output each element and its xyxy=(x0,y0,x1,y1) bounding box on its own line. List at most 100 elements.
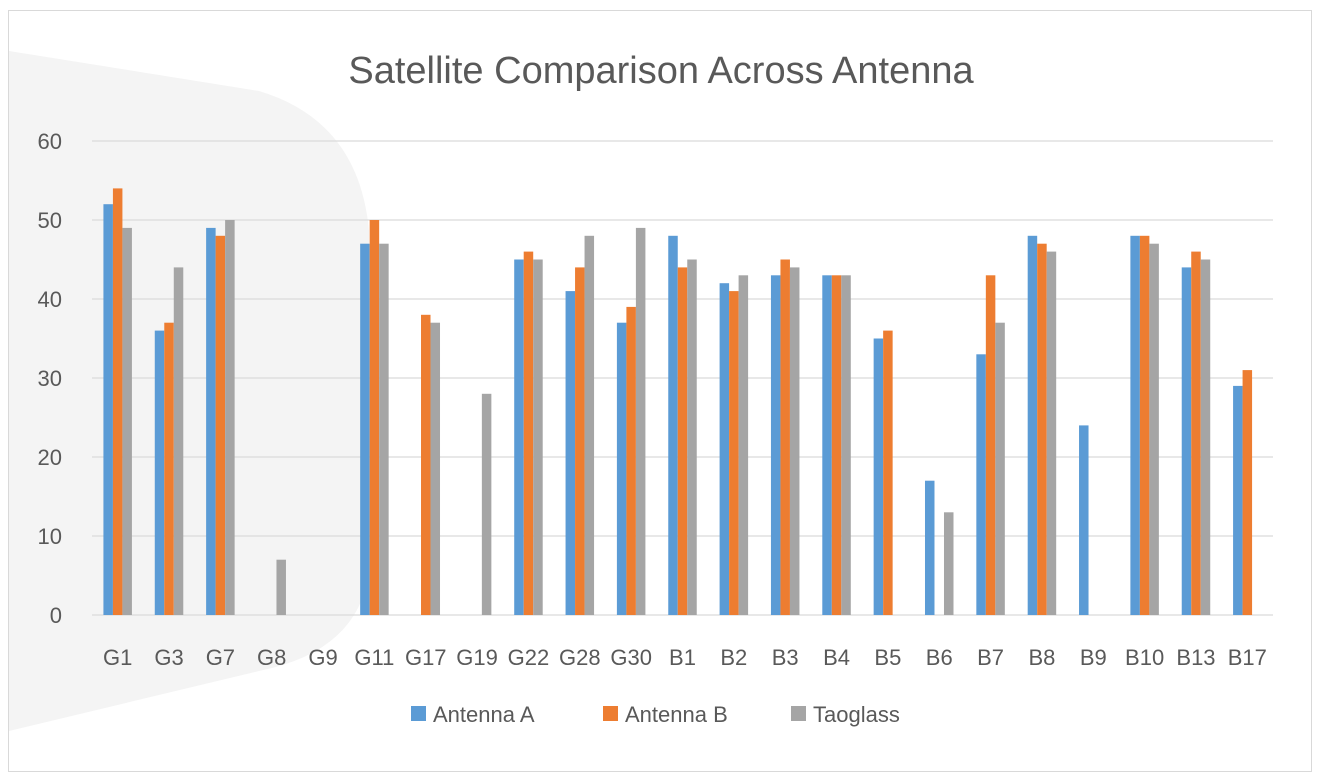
chart-title: Satellite Comparison Across Antenna xyxy=(348,50,974,92)
y-tick-label: 60 xyxy=(38,129,62,154)
bar-taoglass-g7 xyxy=(225,220,235,615)
legend-swatch xyxy=(411,706,426,721)
bar-antenna-a-b1 xyxy=(668,235,678,616)
x-tick-label: B10 xyxy=(1125,645,1164,670)
x-tick-label: G7 xyxy=(206,645,235,670)
bar-taoglass-g17 xyxy=(430,322,441,615)
legend-label: Antenna B xyxy=(625,702,728,727)
bar-taoglass-g30 xyxy=(635,227,646,615)
x-tick-label: G22 xyxy=(508,645,550,670)
legend-label: Taoglass xyxy=(813,702,900,727)
bar-antenna-b-b2 xyxy=(729,291,739,615)
bar-antenna-b-g7 xyxy=(215,235,226,616)
background-shape xyxy=(9,51,369,731)
bar-taoglass-g1 xyxy=(122,227,132,615)
x-tick-label: B3 xyxy=(772,645,799,670)
bar-taoglass-g3 xyxy=(173,267,184,615)
bar-antenna-b-g17 xyxy=(421,314,431,615)
x-tick-label: B8 xyxy=(1028,645,1055,670)
bar-taoglass-g11 xyxy=(379,243,389,615)
y-tick-label: 0 xyxy=(50,603,62,628)
bar-antenna-b-b3 xyxy=(780,259,790,615)
bar-taoglass-b2 xyxy=(738,275,749,615)
bar-antenna-a-g11 xyxy=(360,243,370,615)
bar-taoglass-b1 xyxy=(687,259,697,615)
x-tick-label: G17 xyxy=(405,645,447,670)
x-tick-label: G11 xyxy=(354,645,394,670)
bar-antenna-a-b7 xyxy=(976,354,986,615)
x-tick-label: B17 xyxy=(1228,645,1267,670)
bar-antenna-a-g3 xyxy=(154,330,165,615)
x-tick-label: B5 xyxy=(874,645,901,670)
x-axis: G1 G3 G7 G8 G9 G11 G17 G19 G22 G28 G30 B1 B2 B3 B4 B5 B6… xyxy=(103,645,1267,670)
bar-antenna-a-g30 xyxy=(616,322,627,615)
bar-taoglass-g28 xyxy=(584,235,595,616)
chart-frame: Satellite Comparison Across Antenna 0 10 2… xyxy=(8,10,1312,772)
y-axis: 0 10 20 30 40 50 60 xyxy=(38,129,62,628)
x-tick-label: G1 xyxy=(103,645,132,670)
bar-antenna-a-g28 xyxy=(565,291,576,615)
bar-antenna-a-b3 xyxy=(770,275,781,615)
bar-antenna-a-g1 xyxy=(103,204,113,615)
bar-antenna-a-b13 xyxy=(1181,267,1192,615)
x-tick-label: G19 xyxy=(456,645,498,670)
x-tick-label: G30 xyxy=(610,645,652,670)
y-tick-label: 30 xyxy=(38,366,62,391)
x-tick-label: G9 xyxy=(308,645,337,670)
bar-chart: Satellite Comparison Across Antenna 0 10 2… xyxy=(9,50,1273,731)
bar-antenna-b-b7 xyxy=(985,275,996,615)
bar-antenna-b-b13 xyxy=(1191,251,1201,615)
bar-antenna-a-b9 xyxy=(1079,425,1089,615)
bar-antenna-b-b5 xyxy=(883,330,893,615)
bar-antenna-a-b10 xyxy=(1130,235,1140,616)
bar-antenna-a-b8 xyxy=(1027,235,1038,616)
bar-taoglass-b3 xyxy=(789,267,800,615)
bar-antenna-b-b17 xyxy=(1242,370,1253,615)
bar-antenna-a-g7 xyxy=(206,227,216,615)
bar-antenna-a-b4 xyxy=(822,275,832,615)
bar-antenna-b-b1 xyxy=(677,267,688,615)
x-tick-label: G3 xyxy=(154,645,183,670)
bar-antenna-a-b17 xyxy=(1233,385,1243,615)
bar-taoglass-g8 xyxy=(276,559,286,615)
bar-antenna-b-g11 xyxy=(369,220,380,615)
bar-taoglass-g22 xyxy=(533,259,543,615)
bar-antenna-b-b4 xyxy=(831,275,842,615)
legend: Antenna A Antenna B Taoglass xyxy=(411,702,900,727)
x-tick-label: B7 xyxy=(977,645,1004,670)
bar-antenna-b-b10 xyxy=(1139,235,1150,616)
bar-antenna-b-g30 xyxy=(626,306,636,615)
bar-antenna-b-g1 xyxy=(112,188,123,615)
x-tick-label: B13 xyxy=(1176,645,1215,670)
bar-antenna-b-g22 xyxy=(523,251,534,615)
x-tick-label: B9 xyxy=(1080,645,1107,670)
bar-taoglass-b10 xyxy=(1149,243,1159,615)
bar-taoglass-b8 xyxy=(1046,251,1057,615)
bar-taoglass-b6 xyxy=(943,512,954,615)
legend-swatch xyxy=(603,706,618,721)
bar-antenna-a-g22 xyxy=(514,259,524,615)
bar-taoglass-b4 xyxy=(841,275,851,615)
legend-label: Antenna A xyxy=(433,702,535,727)
x-tick-label: G28 xyxy=(559,645,601,670)
legend-swatch xyxy=(791,706,806,721)
bar-antenna-b-b8 xyxy=(1037,243,1047,615)
y-tick-label: 40 xyxy=(38,287,62,312)
bar-taoglass-g19 xyxy=(481,393,492,615)
bar-antenna-a-b2 xyxy=(719,283,730,615)
x-tick-label: B2 xyxy=(720,645,747,670)
bar-antenna-a-b6 xyxy=(924,480,935,615)
x-tick-label: B6 xyxy=(926,645,953,670)
y-tick-label: 10 xyxy=(38,524,62,549)
y-tick-label: 20 xyxy=(38,445,62,470)
bars xyxy=(103,188,1253,616)
x-tick-label: B1 xyxy=(669,645,696,670)
bar-antenna-b-g3 xyxy=(164,322,174,615)
bar-taoglass-b7 xyxy=(995,322,1005,615)
bar-antenna-b-g28 xyxy=(575,267,585,615)
x-tick-label: G8 xyxy=(257,645,286,670)
bar-taoglass-b13 xyxy=(1200,259,1211,615)
x-tick-label: B4 xyxy=(823,645,850,670)
bar-antenna-a-b5 xyxy=(873,338,884,615)
y-tick-label: 50 xyxy=(38,208,62,233)
